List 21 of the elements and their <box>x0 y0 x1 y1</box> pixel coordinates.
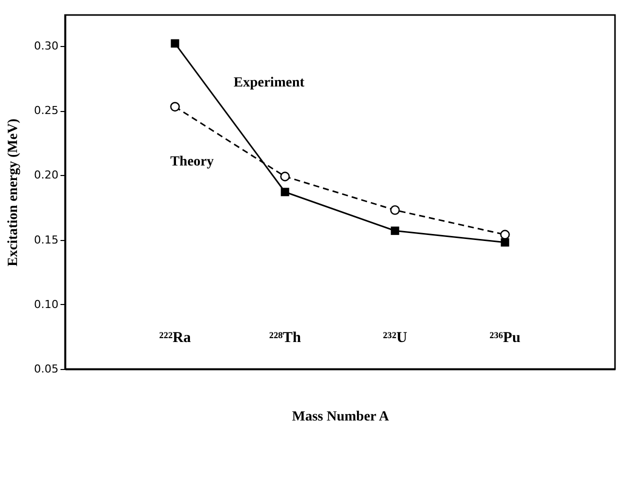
point <box>170 39 180 48</box>
x-tick-label: ²³²U <box>382 330 408 346</box>
x-axis-title: Mass Number A <box>292 410 390 424</box>
y-axis-title: Excitation energy (MeV) <box>6 118 22 266</box>
y-tick-label: 0.15 <box>34 233 58 246</box>
y-tick-label: 0.05 <box>34 362 58 376</box>
point <box>390 226 400 235</box>
x-tick-label: ²³⁶Pu <box>490 330 520 346</box>
point <box>280 188 290 196</box>
x-tick-label: ²²⁸Th <box>269 330 302 346</box>
y-tick-label: 0.10 <box>34 298 58 311</box>
y-tick-label: 0.25 <box>34 104 58 118</box>
point <box>390 205 400 215</box>
x-tick-label: ²²²Ra <box>159 330 192 346</box>
point <box>170 102 180 112</box>
y-tick-label: 0.30 <box>34 40 58 53</box>
series-label: Experiment <box>234 75 305 90</box>
point <box>500 230 510 240</box>
point <box>280 172 290 182</box>
series-label: Theory <box>170 154 214 170</box>
y-tick-label: 0.20 <box>34 168 58 182</box>
